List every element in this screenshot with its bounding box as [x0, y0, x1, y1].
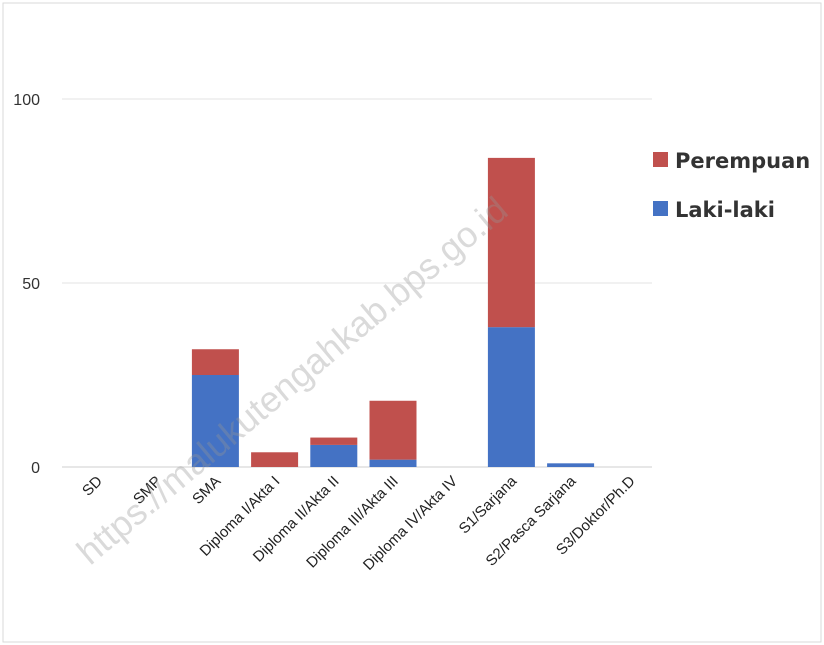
bar-segment: [487, 157, 535, 328]
y-axis-ticks: 0 50 100: [13, 92, 40, 477]
y-tick-label: 0: [31, 460, 40, 477]
bar-segment: [251, 452, 299, 467]
legend-swatch: [653, 201, 668, 216]
bars: [191, 157, 595, 467]
legend-label: Perempuan: [675, 149, 810, 173]
x-tick-label: SD: [79, 473, 106, 500]
gridlines: [62, 98, 652, 468]
y-tick-label: 100: [13, 92, 40, 109]
bar-segment: [547, 463, 595, 467]
bar-segment: [369, 459, 417, 467]
legend-label: Laki-laki: [675, 198, 775, 222]
bar-segment: [487, 327, 535, 467]
bar-segment: [310, 444, 358, 467]
bar-segment: [369, 400, 417, 460]
legend-swatch: [653, 152, 668, 167]
x-tick-label: S1/Sarjana: [456, 472, 521, 537]
legend: Perempuan Laki-laki: [653, 149, 810, 222]
bar-segment: [191, 375, 239, 467]
y-tick-label: 50: [22, 276, 40, 293]
bar-segment: [310, 437, 358, 445]
bar-segment: [191, 349, 239, 375]
